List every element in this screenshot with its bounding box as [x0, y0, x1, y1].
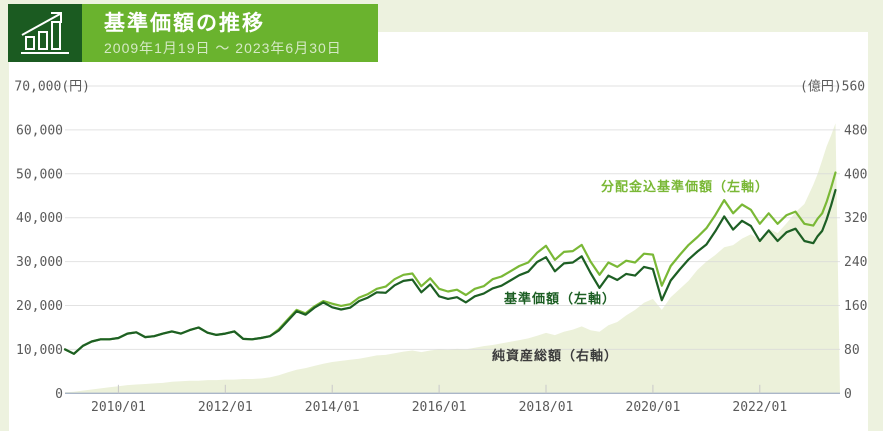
bar-chart-trend-icon — [8, 4, 82, 62]
chart-title: 基準価額の推移 — [104, 12, 265, 35]
series-label-distribution-included-nav: 分配金込基準価額（左軸） — [601, 179, 770, 194]
x-axis-label: 2020/01 — [626, 400, 681, 415]
left-axis-label: 30,000 — [16, 255, 63, 270]
left-axis-label: 20,000 — [16, 299, 63, 314]
right-axis-label: 400 — [844, 167, 867, 182]
right-axis-label: 240 — [844, 255, 867, 270]
left-axis-label: 70,000(円) — [14, 80, 90, 95]
right-axis-label: 320 — [844, 211, 867, 226]
chart-header: 基準価額の推移 2009年1月19日 ～ 2023年6月30日 — [8, 4, 378, 62]
chart-period: 2009年1月19日 ～ 2023年6月30日 — [104, 40, 342, 56]
right-axis-label: 160 — [844, 299, 867, 314]
x-axis-label: 2014/01 — [305, 400, 360, 415]
x-axis-label: 2012/01 — [198, 400, 253, 415]
x-axis-label: 2022/01 — [732, 400, 787, 415]
right-axis-label: 80 — [844, 343, 860, 358]
right-axis-label: 0 — [844, 387, 852, 402]
left-axis-label: 0 — [55, 387, 63, 402]
x-axis-label: 2010/01 — [91, 400, 146, 415]
nav-line — [63, 188, 837, 355]
right-axis-label: 480 — [844, 123, 867, 138]
series-label-nav: 基準価額（左軸） — [504, 291, 617, 306]
left-axis-label: 10,000 — [16, 343, 63, 358]
chart-title-bar: 基準価額の推移 2009年1月19日 ～ 2023年6月30日 — [82, 4, 378, 62]
right-axis-label: (億円)560 — [800, 79, 865, 95]
series-label-net-assets: 純資産総額（右軸） — [492, 348, 619, 363]
net-assets-area — [65, 123, 840, 394]
x-axis-label: 2018/01 — [519, 400, 574, 415]
x-axis-label: 2016/01 — [412, 400, 467, 415]
left-axis-label: 60,000 — [16, 123, 63, 138]
left-axis-label: 50,000 — [16, 167, 63, 182]
left-axis-label: 40,000 — [16, 211, 63, 226]
